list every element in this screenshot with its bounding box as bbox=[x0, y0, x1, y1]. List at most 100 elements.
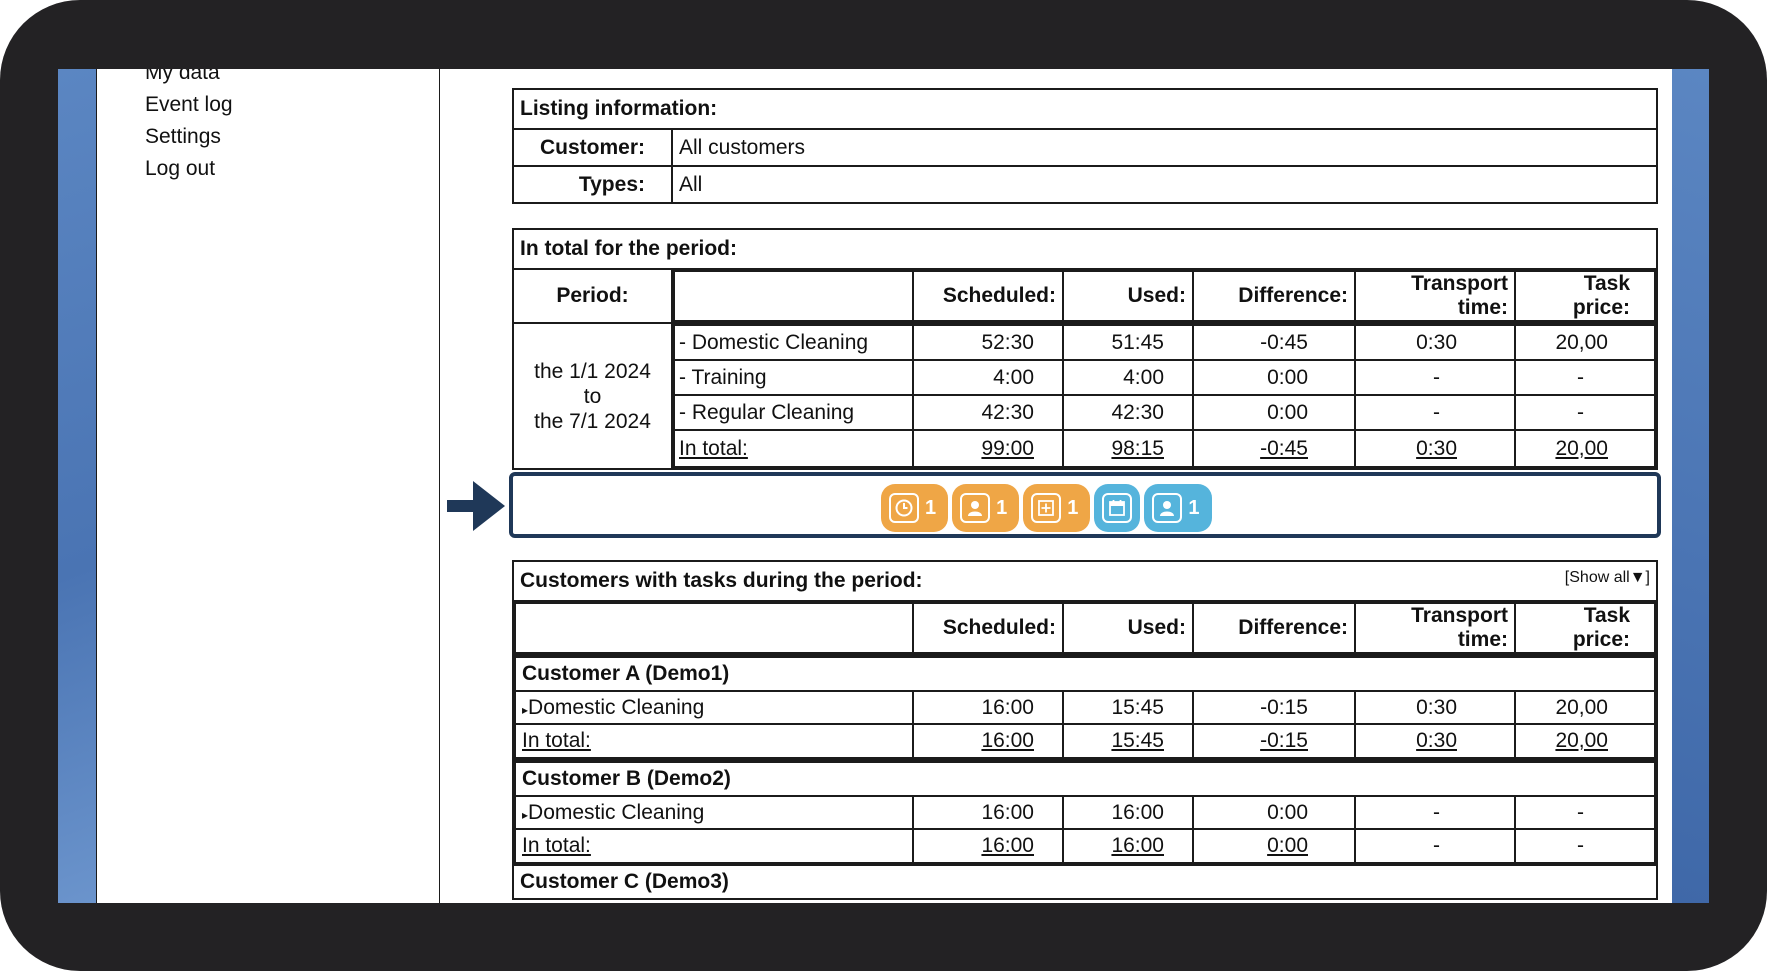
calendar-icon bbox=[1102, 493, 1133, 523]
difference-value: 0:00 bbox=[1192, 394, 1356, 431]
used-value: 42:30 bbox=[1062, 394, 1194, 431]
total-row: In total: 16:00 15:45 -0:15 0:30 20,00 bbox=[514, 723, 1656, 759]
used-header: Used: bbox=[1062, 270, 1194, 322]
price-value: - bbox=[1514, 394, 1656, 431]
total-used: 98:15 bbox=[1062, 429, 1194, 468]
transport-value: 0:30 bbox=[1354, 324, 1516, 361]
show-all-label: [Show all bbox=[1564, 569, 1630, 586]
total-transport: 0:30 bbox=[1354, 723, 1516, 759]
scheduled-header: Scheduled: bbox=[912, 602, 1064, 654]
badge-count: 1 bbox=[1067, 496, 1079, 519]
period-start: the 1/1 2024 bbox=[534, 359, 651, 383]
show-all-dropdown[interactable]: [Show all▼] bbox=[1565, 569, 1650, 587]
types-value: All bbox=[671, 165, 1658, 204]
types-label: Types: bbox=[512, 165, 673, 204]
badge-calendar[interactable] bbox=[1094, 484, 1141, 532]
period-to: to bbox=[583, 384, 602, 408]
badge-person[interactable]: 1 bbox=[952, 484, 1020, 532]
difference-value: 0:00 bbox=[1192, 795, 1356, 830]
total-price: - bbox=[1514, 828, 1656, 864]
sidebar-item-log-out[interactable]: Log out bbox=[145, 157, 216, 180]
used-value: 51:45 bbox=[1062, 324, 1194, 361]
type-name: - Domestic Cleaning bbox=[673, 324, 914, 361]
customer-group-name: Customer C (Demo3) bbox=[512, 864, 1658, 900]
customers-title-text: Customers with tasks during the period: bbox=[520, 569, 923, 592]
total-scheduled: 16:00 bbox=[912, 723, 1064, 759]
task-name-text: Domestic Cleaning bbox=[528, 695, 705, 719]
transport-value: - bbox=[1354, 359, 1516, 396]
person-icon bbox=[960, 493, 991, 523]
task-name-text: Domestic Cleaning bbox=[528, 800, 705, 824]
sidebar-item-event-log[interactable]: Event log bbox=[145, 93, 233, 116]
scheduled-value: 4:00 bbox=[912, 359, 1064, 396]
total-row: In total: 99:00 98:15 -0:45 0:30 20,00 bbox=[673, 429, 1656, 468]
period-totals-table: In total for the period: Period: Schedul… bbox=[512, 228, 1658, 470]
badge-plus-box[interactable]: 1 bbox=[1023, 484, 1091, 532]
table-row: - Domestic Cleaning 52:30 51:45 -0:45 0:… bbox=[673, 324, 1656, 361]
price-header: Task price: bbox=[1514, 270, 1656, 322]
listing-info-table: Listing information: Customer: All custo… bbox=[512, 88, 1658, 204]
scheduled-value: 52:30 bbox=[912, 324, 1064, 361]
price-header: Task price: bbox=[1514, 602, 1656, 654]
background-right bbox=[1672, 69, 1709, 903]
customer-group-name: Customer A (Demo1) bbox=[514, 656, 1656, 692]
table-row[interactable]: ▸Domestic Cleaning 16:00 16:00 0:00 - - bbox=[514, 795, 1656, 830]
used-value: 16:00 bbox=[1062, 795, 1194, 830]
customers-table: Customers with tasks during the period: … bbox=[512, 560, 1658, 900]
badge-count: 1 bbox=[996, 496, 1008, 519]
sidebar-item-my-data[interactable]: My data bbox=[145, 69, 220, 84]
total-difference: 0:00 bbox=[1192, 828, 1356, 864]
scheduled-value: 16:00 bbox=[912, 690, 1064, 725]
type-name: - Regular Cleaning bbox=[673, 394, 914, 431]
used-header: Used: bbox=[1062, 602, 1194, 654]
customer-value: All customers bbox=[671, 128, 1658, 167]
total-price: 20,00 bbox=[1514, 723, 1656, 759]
difference-header: Difference: bbox=[1192, 602, 1356, 654]
task-name[interactable]: ▸Domestic Cleaning bbox=[514, 690, 914, 725]
badge-clock[interactable]: 1 bbox=[881, 484, 949, 532]
sidebar-item-settings[interactable]: Settings bbox=[145, 125, 221, 148]
total-price: 20,00 bbox=[1514, 429, 1656, 468]
total-difference: -0:15 bbox=[1192, 723, 1356, 759]
period-range: the 1/1 2024 to the 7/1 2024 bbox=[512, 322, 673, 470]
plus-box-icon bbox=[1031, 493, 1062, 523]
total-difference: -0:45 bbox=[1192, 429, 1356, 468]
type-name: - Training bbox=[673, 359, 914, 396]
table-row: - Regular Cleaning 42:30 42:30 0:00 - - bbox=[673, 394, 1656, 431]
period-totals-title: In total for the period: bbox=[512, 228, 1658, 270]
price-value: - bbox=[1514, 795, 1656, 830]
customers-title: Customers with tasks during the period: … bbox=[512, 560, 1658, 602]
used-value: 4:00 bbox=[1062, 359, 1194, 396]
price-value: - bbox=[1514, 359, 1656, 396]
arrow-right-icon bbox=[447, 481, 505, 536]
total-transport: - bbox=[1354, 828, 1516, 864]
badge-person-blue[interactable]: 1 bbox=[1144, 484, 1212, 532]
table-row[interactable]: ▸Domestic Cleaning 16:00 15:45 -0:15 0:3… bbox=[514, 690, 1656, 725]
price-value: 20,00 bbox=[1514, 690, 1656, 725]
total-row: In total: 16:00 16:00 0:00 - - bbox=[514, 828, 1656, 864]
clock-icon bbox=[889, 493, 919, 523]
used-value: 15:45 bbox=[1062, 690, 1194, 725]
scheduled-header: Scheduled: bbox=[912, 270, 1064, 322]
difference-header: Difference: bbox=[1192, 270, 1356, 322]
total-used: 15:45 bbox=[1062, 723, 1194, 759]
total-scheduled: 99:00 bbox=[912, 429, 1064, 468]
transport-value: - bbox=[1354, 795, 1516, 830]
person-icon bbox=[1152, 493, 1183, 523]
total-link[interactable]: In total: bbox=[673, 429, 914, 468]
badge-count: 1 bbox=[925, 496, 937, 519]
customer-label: Customer: bbox=[512, 128, 673, 167]
transport-header: Transport time: bbox=[1354, 602, 1516, 654]
task-name[interactable]: ▸Domestic Cleaning bbox=[514, 795, 914, 830]
period-end: the 7/1 2024 bbox=[534, 409, 651, 433]
total-used: 16:00 bbox=[1062, 828, 1194, 864]
screen: My data Event log Settings Log out Listi… bbox=[58, 69, 1709, 903]
price-value: 20,00 bbox=[1514, 324, 1656, 361]
total-transport: 0:30 bbox=[1354, 429, 1516, 468]
transport-header: Transport time: bbox=[1354, 270, 1516, 322]
total-link[interactable]: In total: bbox=[514, 828, 914, 864]
period-header: Period: bbox=[512, 268, 673, 324]
total-link[interactable]: In total: bbox=[514, 723, 914, 759]
badge-count: 1 bbox=[1188, 496, 1200, 519]
